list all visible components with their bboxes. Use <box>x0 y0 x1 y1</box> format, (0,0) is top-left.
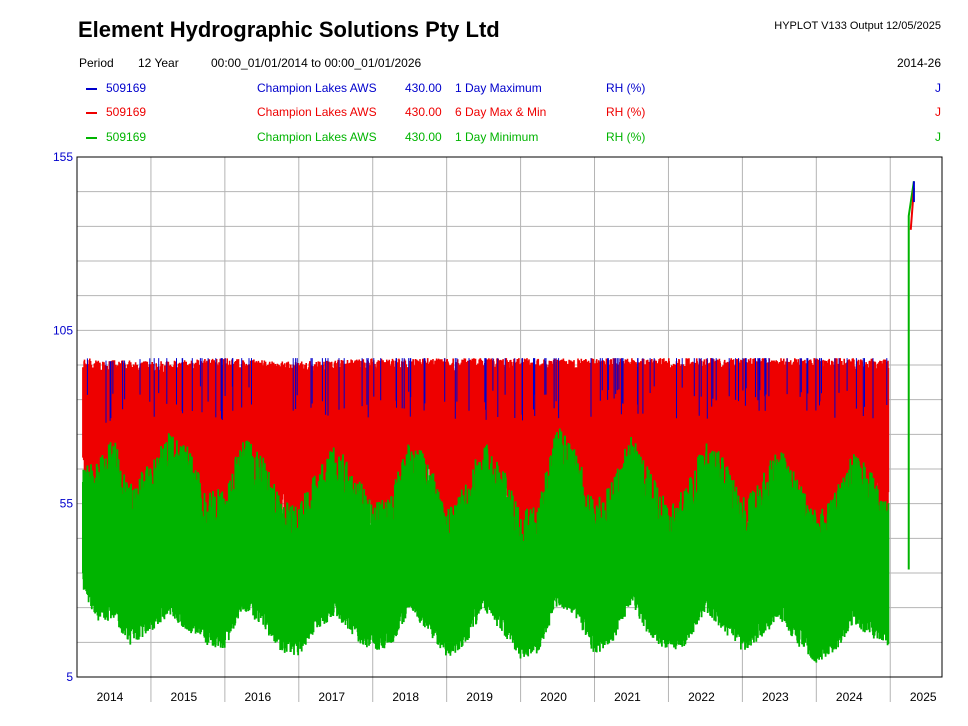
x-tick-label: 2017 <box>318 690 345 704</box>
series-6day-maxmin <box>82 358 890 593</box>
program-version: HYPLOT V133 Output 12/05/2025 <box>774 20 941 32</box>
y-tick-label: 155 <box>53 150 73 164</box>
period-range: 00:00_01/01/2014 to 00:00_01/01/2026 <box>211 56 422 70</box>
legend-station: Champion Lakes AWS <box>257 105 377 119</box>
series-end-spike-min <box>907 181 915 570</box>
y-tick-label: 55 <box>60 497 74 511</box>
legend-site: 509169 <box>106 105 147 119</box>
legend-stat: 1 Day Maximum <box>455 81 542 95</box>
x-tick-label: 2016 <box>244 690 271 704</box>
legend-swatch-max <box>86 88 97 90</box>
x-tick-label: 2024 <box>836 690 863 704</box>
series-1day-max <box>86 358 888 423</box>
legend-flag: J <box>935 81 941 95</box>
period-code: 2014-26 <box>896 56 941 70</box>
x-tick-label: 2015 <box>171 690 198 704</box>
legend-stat: 1 Day Minimum <box>455 130 539 144</box>
x-tick-label: 2023 <box>762 690 789 704</box>
x-tick-label: 2022 <box>688 690 715 704</box>
legend-station: Champion Lakes AWS <box>257 81 377 95</box>
legend-station: Champion Lakes AWS <box>257 130 377 144</box>
legend-varcode: 430.00 <box>405 130 442 144</box>
series-1day-min <box>82 428 890 663</box>
x-tick-label: 2014 <box>97 690 124 704</box>
legend-swatch-min <box>86 137 97 139</box>
legend-unit: RH (%) <box>606 81 646 95</box>
plot-frame <box>76 156 943 678</box>
legend-flag: J <box>935 105 941 119</box>
legend-unit: RH (%) <box>606 105 646 119</box>
legend-varcode: 430.00 <box>405 105 442 119</box>
x-tick-label: 2018 <box>392 690 419 704</box>
report-title: Element Hydrographic Solutions Pty Ltd <box>78 17 500 42</box>
x-tick-label: 2019 <box>466 690 493 704</box>
period-label: Period <box>79 56 114 70</box>
legend-varcode: 430.00 <box>405 81 442 95</box>
legend-site: 509169 <box>106 81 147 95</box>
x-tick-label: 2025 <box>910 690 937 704</box>
x-tick-label: 2020 <box>540 690 567 704</box>
legend-site: 509169 <box>106 130 147 144</box>
legend-unit: RH (%) <box>606 130 646 144</box>
chart-series <box>82 181 915 663</box>
x-tick-label: 2021 <box>614 690 641 704</box>
y-tick-label: 105 <box>53 323 73 337</box>
chart-axes: 2014 2015 2016 2017 2018 2019 2020 2021 2022 2023… <box>53 150 937 704</box>
legend-stat: 6 Day Max & Min <box>455 105 547 119</box>
period-value: 12 Year <box>138 56 179 70</box>
y-tick-label: 5 <box>66 670 73 684</box>
legend-flag: J <box>935 130 941 144</box>
legend-swatch-maxmin <box>86 112 97 114</box>
